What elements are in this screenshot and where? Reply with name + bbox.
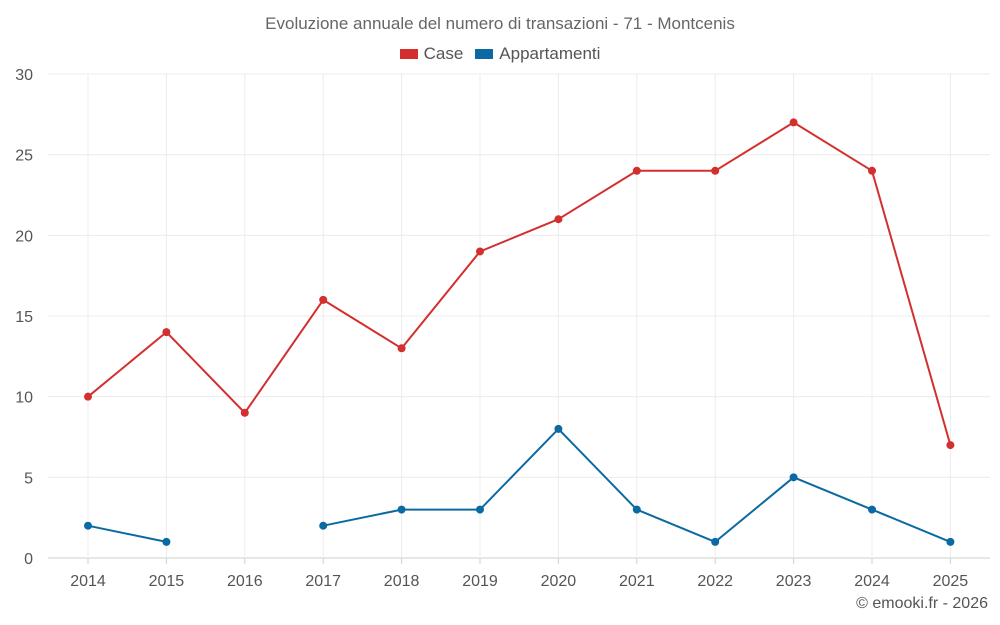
data-point-appartamenti (946, 537, 955, 546)
data-point-appartamenti (554, 424, 563, 433)
x-tick-label: 2019 (462, 573, 498, 590)
data-point-appartamenti (868, 505, 876, 514)
legend-swatch-appartamenti (475, 49, 494, 59)
x-axis: 2014 2015 2016 2017 2018 2019 2020 2021 2022 2023… (70, 558, 968, 590)
data-point-appartamenti (632, 505, 641, 514)
y-axis: 0 5 10 15 20 25 30 (15, 67, 33, 568)
series-line-case (87, 121, 952, 446)
x-tick-label: 2014 (70, 573, 106, 590)
data-point-appartamenti (397, 505, 406, 514)
x-tick-label: 2018 (384, 573, 420, 590)
data-point-appartamenti (319, 521, 328, 530)
data-point-case (240, 408, 249, 417)
x-tick-label: 2017 (305, 573, 341, 590)
x-tick-label: 2022 (697, 573, 733, 590)
data-point-case (319, 295, 328, 304)
legend-label-appartamenti: Appartamenti (499, 44, 601, 63)
y-tick-label: 0 (24, 551, 33, 568)
data-point-case (711, 166, 720, 175)
x-tick-label: 2023 (776, 573, 812, 590)
x-tick-label: 2025 (933, 573, 969, 590)
x-tick-label: 2016 (227, 573, 263, 590)
x-tick-label: 2020 (541, 573, 577, 590)
grid-lines (48, 73, 990, 559)
legend-label-case: Case (423, 44, 464, 63)
y-tick-label: 20 (15, 228, 33, 245)
chart-title: Evoluzione annuale del numero di transaz… (265, 14, 735, 33)
x-tick-label: 2015 (149, 573, 185, 590)
y-tick-label: 15 (15, 309, 33, 326)
data-point-appartamenti (476, 505, 484, 514)
data-point-case (632, 166, 641, 175)
series-group (84, 118, 955, 546)
y-tick-label: 25 (15, 148, 33, 165)
data-point-appartamenti (84, 521, 92, 530)
data-point-case (554, 215, 563, 224)
data-point-case (84, 392, 92, 401)
legend-item-case[interactable]: Case (399, 44, 464, 64)
y-tick-label: 5 (24, 470, 33, 487)
x-tick-label: 2024 (854, 573, 890, 590)
series-line-appartamenti (87, 427, 951, 543)
y-tick-label: 30 (15, 67, 33, 84)
y-tick-label: 10 (15, 390, 33, 407)
data-point-appartamenti (162, 537, 171, 546)
data-point-case (789, 118, 798, 127)
data-point-appartamenti (711, 537, 720, 546)
data-point-case (946, 441, 955, 450)
data-point-case (162, 328, 171, 337)
chart-legend: Case Appartamenti (0, 44, 1000, 64)
data-point-case (868, 166, 876, 175)
data-point-appartamenti (789, 473, 798, 482)
legend-swatch-case (399, 49, 418, 59)
x-tick-label: 2021 (619, 573, 655, 590)
data-point-case (476, 247, 484, 256)
legend-item-appartamenti[interactable]: Appartamenti (475, 44, 600, 64)
credit-text: © emooki.fr - 2026 (856, 595, 988, 612)
data-point-case (397, 344, 406, 353)
